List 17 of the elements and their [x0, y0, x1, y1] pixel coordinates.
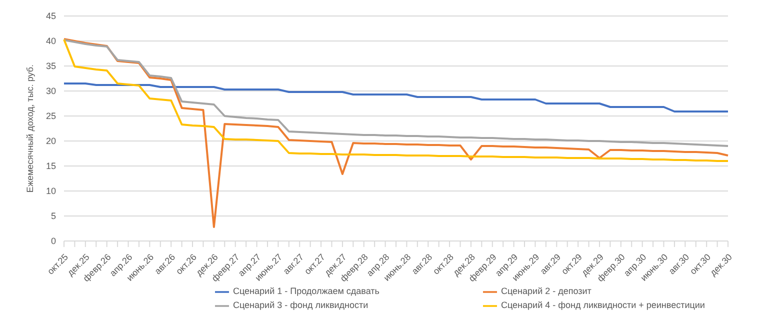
y-tick-label: 40	[46, 36, 56, 46]
line-series	[63, 38, 729, 228]
legend-label: Сценарий 1 - Продолжаем сдавать	[233, 286, 380, 296]
legend-label: Сценарий 3 - фонд ликвидности	[233, 300, 370, 310]
y-tick-label: 45	[46, 11, 56, 22]
y-tick-label: 10	[46, 186, 56, 196]
y-tick-label: 15	[46, 161, 56, 172]
legend-label: Сценарий 2 - депозит	[501, 286, 592, 296]
legend-label: Сценарий 4 - фонд ликвидности + реинвестиции	[501, 300, 706, 310]
y-tick-label: 0	[50, 236, 56, 246]
y-tick-label: 35	[46, 61, 56, 72]
y-tick-label: 20	[46, 136, 56, 146]
line-series	[63, 82, 729, 112]
y-tick-label: 5	[50, 211, 56, 222]
y-tick-label: 25	[46, 111, 56, 122]
y-tick-label: 30	[46, 86, 56, 96]
y-axis-title: Ежемесячный доход, тыс. руб.	[25, 64, 36, 193]
